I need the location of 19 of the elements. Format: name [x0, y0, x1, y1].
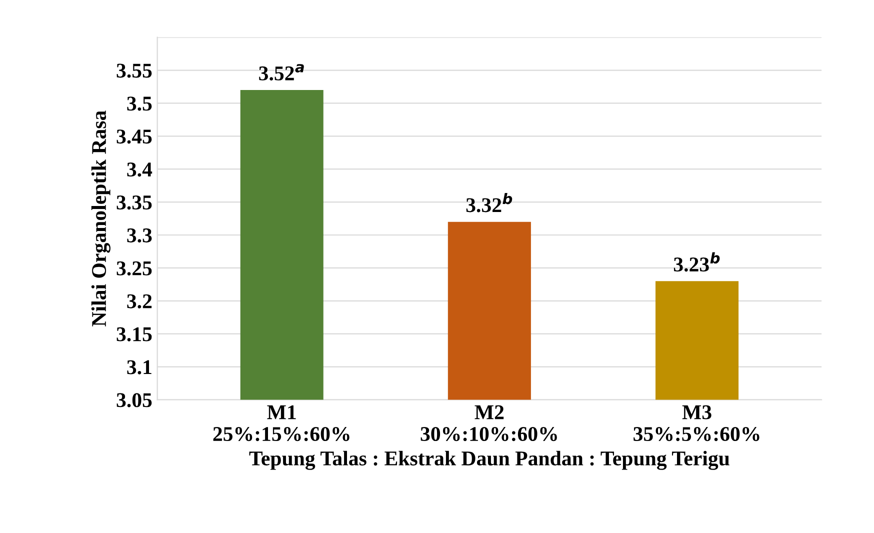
data-label: 3.52$^{a}$	[259, 64, 304, 81]
y-tick-label: 3.4	[127, 162, 152, 177]
y-tick-label: 3.1	[127, 360, 152, 374]
x-tick-label: M2 30%:10%:60%	[420, 405, 557, 442]
y-tick-label: 3.45	[116, 130, 152, 144]
y-tick-label: 3.3	[127, 228, 152, 243]
data-label: 3.23$^{b}$	[674, 252, 720, 272]
y-tick-label: 3.05	[116, 393, 152, 408]
y-tick-label: 3.55	[116, 64, 152, 78]
x-tick-label: M1 25%:15%:60%	[213, 405, 350, 442]
x-axis-title: Tepung Talas : Ekstrak Daun Pandan : Tepung Terigu	[249, 450, 730, 470]
y-tick-label: 3.5	[127, 96, 152, 111]
y-tick-label: 3.2	[127, 294, 152, 308]
y-tick-label: 3.15	[116, 327, 152, 342]
y-tick-label: 3.35	[116, 195, 152, 210]
y-tick-label: 3.25	[116, 261, 152, 276]
data-label: 3.32$^{b}$	[466, 192, 512, 212]
y-axis-title: Nilai Organoleptik Rasa	[91, 110, 110, 326]
x-tick-label: M3 35%:5%:60%	[634, 405, 760, 442]
